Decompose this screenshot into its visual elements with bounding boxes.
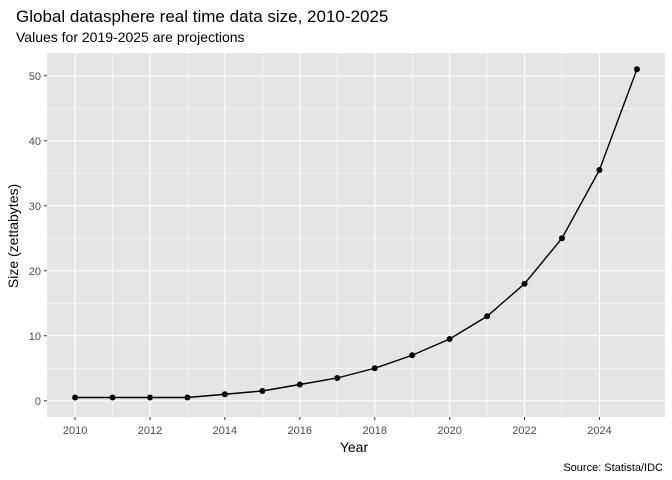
x-tick-label: 2012	[138, 425, 162, 437]
x-tick-label: 2020	[437, 425, 461, 437]
chart-title: Global datasphere real time data size, 2…	[16, 7, 388, 26]
data-point	[596, 167, 603, 173]
grid-lines	[47, 53, 665, 417]
data-point	[484, 313, 491, 320]
y-tick-label: 50	[29, 71, 41, 83]
y-tick-label: 10	[29, 331, 41, 343]
data-point	[559, 235, 565, 242]
data-point	[521, 280, 528, 287]
chart-caption: Source: Statista/IDC	[563, 462, 663, 474]
data-point	[72, 394, 79, 401]
data-point	[296, 381, 303, 388]
data-point	[184, 394, 191, 401]
x-tick-label: 2018	[362, 425, 386, 437]
y-tick-label: 40	[29, 136, 41, 148]
x-tick-label: 2014	[213, 425, 237, 437]
y-tick-label: 20	[29, 266, 41, 278]
data-point	[259, 388, 266, 394]
axis-ticks: 0 10 20 30 40 50 2010 2012 2014 2016 2018 2020 2022 2…	[29, 71, 612, 437]
data-points	[72, 66, 640, 401]
x-tick-label: 2016	[288, 425, 312, 437]
x-tick-label: 2010	[63, 425, 87, 437]
data-point	[409, 352, 416, 359]
series-line	[75, 69, 638, 399]
data-point	[334, 375, 341, 381]
x-tick-label: 2024	[587, 425, 611, 437]
data-point	[633, 66, 640, 73]
data-point	[371, 365, 378, 372]
data-point	[221, 391, 228, 398]
data-point	[109, 394, 116, 401]
y-tick-label: 30	[29, 201, 41, 213]
x-axis-title: Year	[340, 439, 369, 455]
plot-panel	[47, 53, 665, 417]
data-point	[446, 336, 453, 342]
y-axis-title: Size (zettabytes)	[5, 184, 21, 288]
data-point	[147, 394, 153, 401]
x-tick-label: 2022	[512, 425, 536, 437]
chart-subtitle: Values for 2019-2025 are projections	[16, 29, 245, 45]
y-tick-label: 0	[35, 396, 41, 408]
